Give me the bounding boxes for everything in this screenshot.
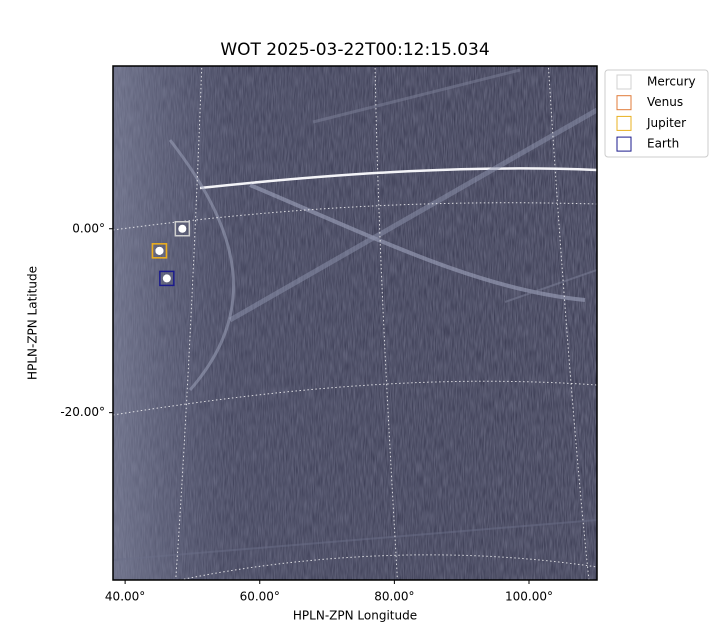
- x-tick-label: 80.00°: [374, 590, 414, 604]
- planet-marker: [151, 243, 168, 259]
- axes-frame: [112, 65, 598, 581]
- legend-swatch: [616, 95, 632, 111]
- planet-glow: [155, 246, 164, 255]
- legend-label: Venus: [647, 95, 683, 109]
- planet-marker: [174, 221, 191, 237]
- legend-swatch: [616, 136, 632, 152]
- x-axis-label: HPLN-ZPN Longitude: [293, 609, 417, 623]
- y-tick-label: -20.00°: [60, 405, 105, 419]
- planet-glow: [162, 274, 171, 283]
- x-tick-label: 100.00°: [505, 590, 553, 604]
- sky-image: [113, 66, 597, 580]
- legend: [604, 69, 709, 158]
- legend-label: Jupiter: [646, 116, 686, 130]
- legend-label: Mercury: [647, 75, 696, 89]
- planet-marker: [159, 270, 175, 287]
- legend-swatch: [616, 74, 632, 90]
- y-tick-label: 0.00°: [72, 221, 105, 235]
- x-tick-label: 40.00°: [105, 590, 145, 604]
- legend-label: Earth: [647, 137, 679, 151]
- legend-swatch: [616, 115, 632, 131]
- y-axis-label: HPLN-ZPN Latitude: [26, 266, 40, 380]
- planet-glow: [178, 224, 187, 233]
- chart-title: WOT 2025-03-22T00:12:15.034: [220, 40, 489, 60]
- x-tick-label: 60.00°: [240, 590, 280, 604]
